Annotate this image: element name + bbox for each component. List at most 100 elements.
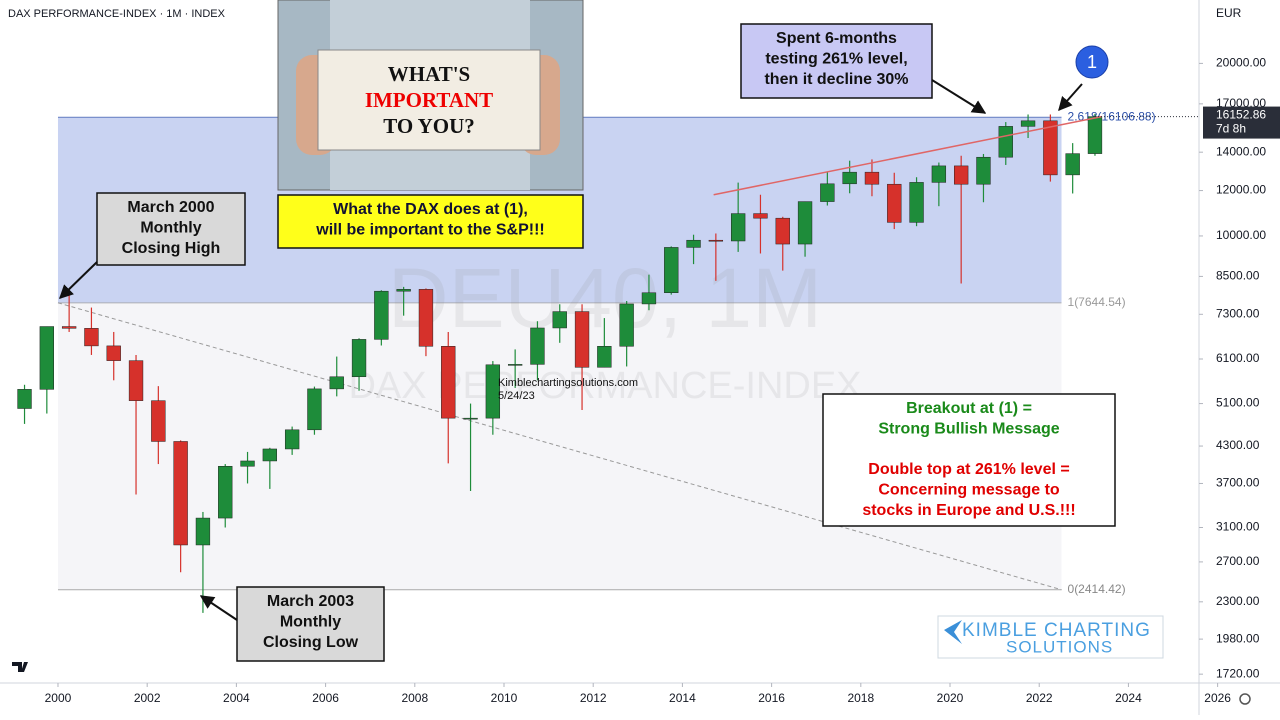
annotation-text: Closing High: [122, 240, 221, 257]
candle-body: [887, 183, 902, 223]
logo-box: [937, 615, 1164, 659]
annotation-text: March 2000: [127, 199, 214, 216]
x-tick-label: 2006: [312, 691, 339, 705]
candle-body: [820, 183, 835, 202]
annotation-text: testing 261% level,: [765, 51, 907, 68]
candle-body: [418, 289, 434, 347]
chart-title: DAX PERFORMANCE-INDEX · 1M · INDEX: [8, 8, 226, 20]
y-tick-label: 7300.00: [1216, 306, 1260, 320]
y-tick-label: 20000.00: [1216, 56, 1266, 70]
x-tick-label: 2008: [401, 691, 428, 705]
y-tick-label: 2300.00: [1216, 594, 1260, 608]
x-tick-label: 2000: [45, 691, 72, 705]
source: Kimblechartingsolutions.com: [498, 377, 638, 389]
annotation-text: March 2003: [267, 593, 354, 610]
y-tick-label: 3700.00: [1216, 476, 1260, 490]
candle-body: [106, 345, 121, 361]
candle-body: [441, 346, 456, 419]
candle-body: [530, 327, 545, 365]
candle-body: [463, 417, 478, 420]
candle-body: [17, 389, 32, 409]
currency[interactable]: EUR: [1216, 6, 1242, 20]
annotation-box: [740, 23, 933, 99]
candle-body: [374, 290, 389, 340]
candle-body: [730, 213, 746, 242]
candle-body: [329, 376, 344, 390]
marker-label: 1: [1087, 52, 1097, 72]
x-tick-label: 2004: [223, 691, 250, 705]
candle-body: [485, 364, 501, 419]
trendline: [713, 115, 1102, 196]
annotation-text: Double top at 261% level =: [868, 461, 1069, 478]
x-tick-label: 2022: [1026, 691, 1053, 705]
watermark: DAX PERFORMANCE-INDEX: [348, 365, 861, 407]
candle-body: [998, 126, 1013, 158]
candle-body: [574, 311, 590, 368]
x-tick-label: 2002: [134, 691, 161, 705]
candle-body: [1065, 153, 1080, 176]
candle-body: [61, 326, 77, 329]
y-tick-label: 3100.00: [1216, 520, 1260, 534]
annotation-arrow: [58, 261, 98, 299]
candle-body: [842, 171, 857, 185]
candle-body: [396, 289, 411, 292]
candle-body: [262, 448, 278, 462]
candle-body: [307, 388, 322, 431]
inset-text: WHAT'S: [388, 62, 470, 86]
candle-body: [954, 165, 969, 185]
candle-body: [39, 326, 54, 390]
annotation-text: Strong Bullish Message: [878, 421, 1059, 438]
annotation-text: Monthly: [140, 220, 201, 237]
marker-circle: [1075, 45, 1109, 79]
candle-body: [240, 460, 255, 467]
annotation-text: then it decline 30%: [764, 71, 908, 88]
annotation-text: Closing Low: [263, 634, 359, 651]
annotation-text: What the DAX does at (1),: [333, 201, 528, 218]
candle-body: [195, 517, 211, 546]
candle-body: [1020, 120, 1036, 127]
tv-logo: [12, 662, 28, 672]
annotation-arrow: [931, 79, 987, 114]
y-tick-label: 2700.00: [1216, 554, 1260, 568]
logo-icon: [944, 620, 962, 644]
annotation-box: [822, 393, 1116, 527]
y-tick-label: 4300.00: [1216, 438, 1260, 452]
y-tick-label: 5100.00: [1216, 396, 1260, 410]
fib-label: 0(2414.42): [1068, 582, 1126, 596]
candle-body: [775, 217, 790, 245]
annotation-text: will be important to the S&P!!!: [315, 222, 544, 239]
annotation-text: Breakout at (1) =: [906, 400, 1032, 417]
marker-arrow: [1058, 83, 1083, 112]
candle-body: [284, 429, 300, 450]
logo: SOLUTIONS: [1006, 637, 1113, 656]
y-tick-label: 10000.00: [1216, 228, 1266, 242]
candle-body: [218, 465, 233, 519]
candle-body: [84, 328, 99, 347]
annotation-text: Monthly: [280, 614, 341, 631]
candle-body: [351, 339, 367, 378]
dashed-line: [57, 302, 1062, 591]
y-tick-label: 17000.00: [1216, 96, 1266, 110]
x-tick-label: 2012: [580, 691, 607, 705]
y-tick-label: 1980.00: [1216, 631, 1260, 645]
settings-icon[interactable]: [1239, 693, 1251, 705]
candle-body: [128, 360, 144, 401]
candle-body: [931, 165, 947, 183]
candle-body: [708, 239, 724, 242]
annotation-text: Concerning message to: [878, 482, 1060, 499]
y-tick-label: 12000.00: [1216, 183, 1266, 197]
candle-body: [976, 156, 991, 185]
annotation-text: stocks in Europe and U.S.!!!: [862, 502, 1075, 519]
y-tick-label: 6100.00: [1216, 351, 1260, 365]
candle-body: [864, 171, 880, 185]
inset-text: TO YOU?: [383, 114, 475, 138]
candle-body: [1087, 116, 1103, 154]
countdown: 7d 8h: [1216, 122, 1246, 136]
candle-body: [641, 292, 657, 305]
annotation-box: [277, 194, 584, 249]
inset-card: [317, 49, 541, 151]
candle-body: [151, 400, 166, 442]
y-tick-label: 8500.00: [1216, 269, 1260, 283]
